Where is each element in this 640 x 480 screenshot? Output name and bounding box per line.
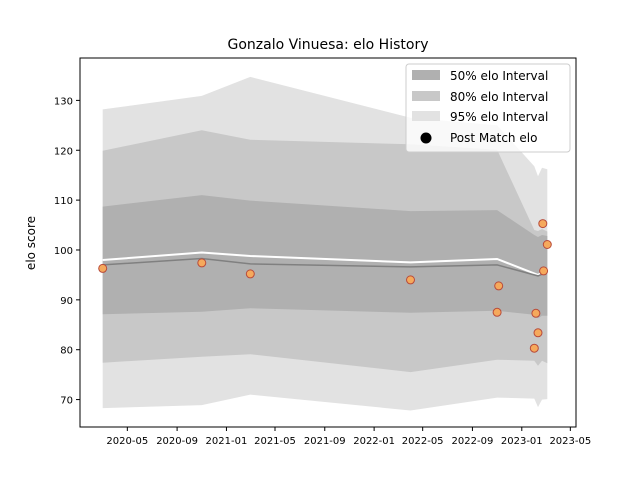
x-tick-label: 2022-01 xyxy=(353,436,395,447)
plot-frame xyxy=(79,57,577,428)
x-tick-label: 2023-01 xyxy=(501,436,543,447)
y-tick-label: 110 xyxy=(54,196,73,207)
y-tick-label: 120 xyxy=(54,146,73,157)
y-tick-label: 130 xyxy=(54,96,73,107)
x-tick-label: 2022-09 xyxy=(452,436,494,447)
x-tick-label: 2020-05 xyxy=(106,436,148,447)
post-match-point xyxy=(494,281,504,291)
post-match-point xyxy=(529,343,539,353)
chart-title: Gonzalo Vinuesa: elo History xyxy=(227,37,428,53)
post-match-point xyxy=(197,258,207,268)
legend-label-50: 50% elo Interval xyxy=(450,69,548,83)
x-tick-label: 2020-09 xyxy=(156,436,198,447)
plot-area xyxy=(98,76,552,411)
legend-label-95: 95% elo Interval xyxy=(450,110,548,124)
x-tick-label: 2021-01 xyxy=(206,436,248,447)
legend-box xyxy=(405,63,571,153)
post-match-point xyxy=(245,269,255,279)
y-tick-label: 100 xyxy=(54,246,73,257)
y-tick-label: 90 xyxy=(60,296,73,307)
post-match-point xyxy=(538,219,548,229)
post-match-point xyxy=(542,240,552,249)
legend-swatch-50 xyxy=(412,70,440,80)
mean-elo-line xyxy=(102,251,548,276)
post-match-point xyxy=(533,328,543,338)
y-axis-label: elo score xyxy=(24,216,38,270)
post-match-point xyxy=(406,275,415,285)
post-match-point xyxy=(531,308,541,318)
legend-label-post-match: Post Match elo xyxy=(450,131,537,145)
legend-label-80: 80% elo Interval xyxy=(450,90,548,104)
post-match-point xyxy=(98,263,108,273)
post-match-point xyxy=(492,307,502,317)
legend-marker-post-match xyxy=(420,132,432,144)
x-tick-label: 2021-05 xyxy=(254,436,296,447)
legend-swatch-80 xyxy=(412,91,440,101)
y-axis: 70 80 90 100 110 120 130 xyxy=(54,96,80,407)
post-match-point xyxy=(539,266,549,276)
band-50 xyxy=(102,195,548,319)
y-tick-label: 70 xyxy=(60,396,73,407)
x-tick-label: 2022-05 xyxy=(402,436,444,447)
legend-swatch-95 xyxy=(412,111,440,121)
x-tick-label: 2023-05 xyxy=(549,436,591,447)
x-tick-label: 2021-09 xyxy=(304,436,346,447)
y-tick-label: 80 xyxy=(60,346,73,357)
legend: 50% elo Interval 80% elo Interval 95% el… xyxy=(405,63,571,153)
x-axis: 2020-05 2020-09 2021-01 2021-05 2021-09 2022-… xyxy=(106,427,591,447)
